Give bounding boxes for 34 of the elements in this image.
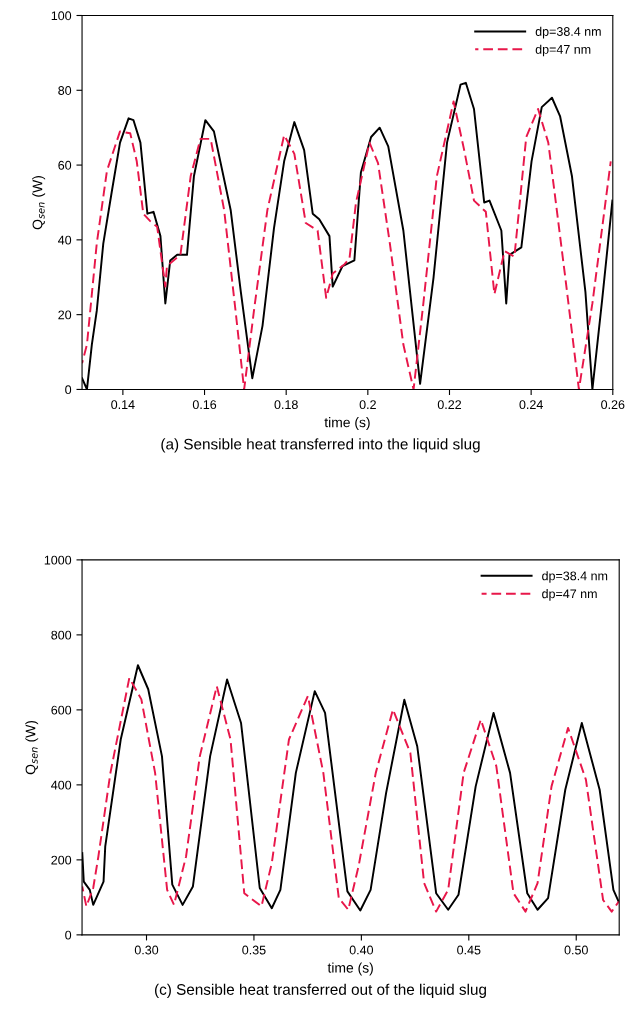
legend-label: dp=38.4 nm [542,571,608,583]
y-axis-title: Q$_{sen}$ (W) [32,176,46,230]
x-axis-title: time (s) [324,417,370,431]
legend-label: dp=47 nm [542,589,597,601]
x-tick-label: 0.2 [359,400,376,410]
y-tick-label: 40 [58,235,72,245]
y-tick-label: 80 [58,86,72,95]
y-tick-label: 1000 [44,555,72,565]
y-tick-label: 0 [65,385,72,395]
x-tick-label: 0.24 [519,400,543,410]
text: (a) Sensible heat transferred into the liquid slug [161,438,480,453]
legend-label: dp=47 nm [535,44,591,57]
y-tick-label: 0 [65,930,72,940]
x-tick-label: 0.40 [349,945,374,955]
y-tick-label: 600 [51,705,72,715]
x-tick-label: 0.50 [564,945,588,955]
y-tick-label: 100 [51,11,72,21]
x-tick-label: 0.22 [437,400,462,410]
x-tick-label: 0.26 [601,400,625,410]
legend-label: dp=38.4 nm [535,26,601,39]
y-tick-label: 800 [51,630,72,640]
text: (c) Sensible heat transferred out of the liquid slug [155,983,486,998]
y-tick-label: 20 [58,310,72,320]
x-tick-label: 0.14 [111,400,135,410]
x-tick-label: 0.30 [134,945,159,955]
x-tick-label: 0.18 [274,400,298,410]
y-tick-label: 60 [58,160,72,170]
y-axis-title: Q$_{sen}$ (W) [25,720,39,775]
x-tick-label: 0.35 [242,945,266,955]
x-tick-label: 0.45 [457,945,481,955]
x-tick-label: 0.16 [192,400,217,410]
y-tick-label: 200 [51,855,72,865]
x-axis-title: time (s) [327,962,373,976]
y-tick-label: 400 [51,780,72,790]
